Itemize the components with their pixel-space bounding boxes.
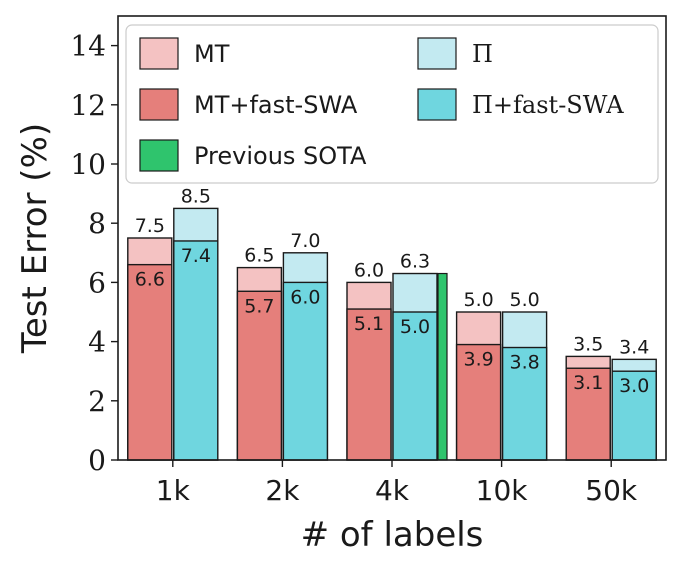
bar--fast-swa-50k: [611, 370, 657, 461]
legend-label: MT: [194, 40, 230, 68]
legend-swatch: [417, 88, 457, 121]
y-tick-label: 4: [88, 326, 106, 359]
legend-box: [125, 24, 659, 184]
legend-swatch: [139, 88, 179, 121]
legend-label: Π: [472, 40, 493, 68]
bar--fast-swa-2k: [282, 281, 329, 461]
x-tick-label-1k: 1k: [156, 474, 191, 507]
data-labels-group: 7.5 6.6 8.5 7.4 6.5 5.7 7.0 6.0 6.0 5.1 6.3 5.0 5.0 3…: [135, 185, 650, 397]
x-tick-label-2k: 2k: [265, 474, 300, 507]
top-label-pi-1k: 8.5: [181, 185, 211, 207]
y-tick-label: 6: [88, 266, 106, 299]
top-label-pi-2k: 7.0: [290, 230, 320, 252]
top-label-pi-10k: 5.0: [509, 289, 539, 311]
y-tick-label: 0: [88, 444, 106, 477]
y-tick-label: 12: [70, 89, 106, 122]
top-label-mt-2k: 6.5: [244, 245, 274, 267]
y-axis-label: Test Error (%): [15, 123, 55, 354]
inner-label-mt-fast-swa-2k: 5.7: [244, 295, 274, 317]
inner-label-mt-fast-swa-4k: 5.1: [354, 313, 384, 335]
legend-label: MT+fast-SWA: [194, 91, 358, 119]
top-label-mt-50k: 3.5: [573, 333, 603, 355]
legend: MT Π MT+fast-SWA Π+fast-SWA Previous SOTA: [125, 24, 659, 184]
inner-label-pi-fast-swa-1k: 7.4: [181, 245, 211, 267]
legend-swatch: [417, 37, 457, 70]
inner-label-mt-fast-swa-1k: 6.6: [135, 269, 165, 291]
inner-label-mt-fast-swa-50k: 3.1: [573, 372, 603, 394]
bar--fast-swa-4k: [392, 311, 438, 461]
bar-previous-sota-4k: [437, 272, 448, 461]
top-label-mt-10k: 5.0: [463, 289, 493, 311]
bar-mt-fast-swa-2k: [236, 290, 283, 461]
y-tick-label: 10: [70, 148, 106, 181]
x-axis-label: # of labels: [301, 515, 484, 555]
top-label-pi-4k: 6.3: [400, 251, 430, 273]
inner-label-mt-fast-swa-10k: 3.9: [463, 349, 493, 371]
legend-label: Π+fast-SWA: [472, 91, 624, 119]
top-label-pi-50k: 3.4: [619, 336, 649, 358]
bar--fast-swa-1k: [173, 240, 219, 461]
legend-swatch: [139, 37, 179, 70]
bars-group: [127, 207, 657, 461]
bar-mt-fast-swa-10k: [455, 343, 502, 461]
x-tick-label-50k: 50k: [585, 474, 638, 507]
x-axis: 1k 2k 4k 10k 50k: [156, 460, 638, 507]
legend-swatch: [139, 139, 179, 172]
y-tick-label: 14: [70, 30, 106, 63]
inner-label-pi-fast-swa-10k: 3.8: [509, 352, 539, 374]
inner-label-pi-fast-swa-2k: 6.0: [290, 286, 320, 308]
bar-mt-fast-swa-50k: [565, 367, 611, 461]
inner-label-pi-fast-swa-4k: 5.0: [400, 316, 430, 338]
bar--fast-swa-10k: [501, 346, 548, 461]
top-label-mt-1k: 7.5: [135, 215, 165, 237]
y-tick-label: 8: [88, 207, 106, 240]
x-tick-label-10k: 10k: [476, 474, 529, 507]
y-axis: 0 2 4 6 8 10 12 14: [70, 30, 118, 477]
bar-mt-fast-swa-4k: [346, 308, 392, 461]
inner-label-pi-fast-swa-50k: 3.0: [619, 375, 649, 397]
top-label-mt-4k: 6.0: [354, 259, 384, 281]
y-tick-label: 2: [88, 385, 106, 418]
legend-label: Previous SOTA: [194, 142, 367, 170]
x-tick-label-4k: 4k: [375, 474, 410, 507]
bar-mt-fast-swa-1k: [127, 263, 173, 461]
